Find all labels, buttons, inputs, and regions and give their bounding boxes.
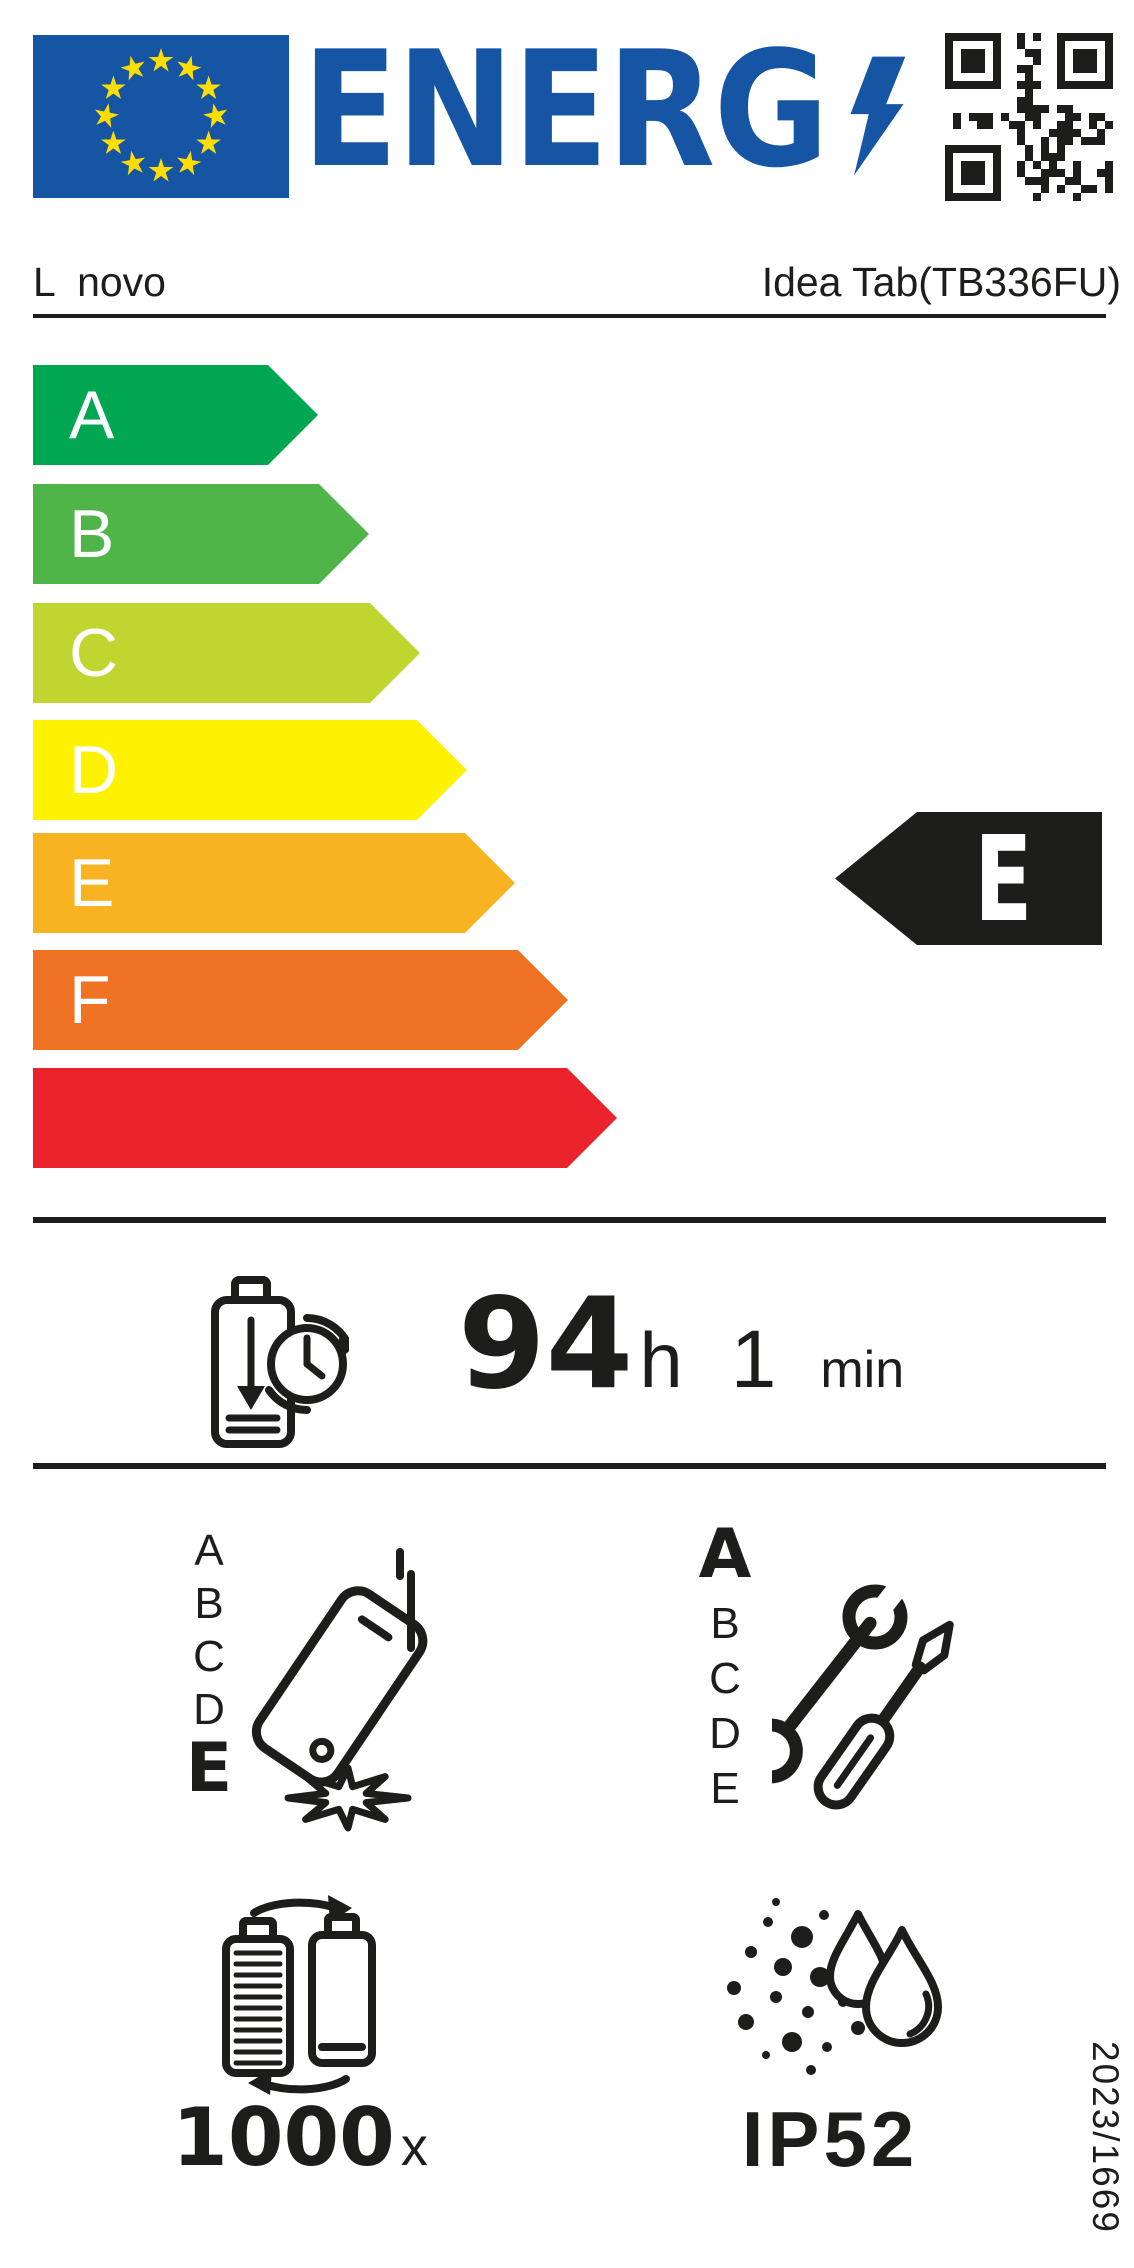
endurance-hours: 94 — [458, 1270, 634, 1417]
energy-logo-text: ENERG — [302, 16, 829, 203]
energy-bar-label: F — [69, 962, 111, 1038]
endurance-hours-unit: h — [639, 1316, 683, 1404]
energy-bar-label: D — [69, 732, 119, 808]
divider — [33, 314, 1106, 318]
battery-discharge-clock-icon — [211, 1276, 349, 1448]
energy-bar-label: A — [69, 377, 115, 453]
lightning-bolt-icon — [850, 56, 906, 176]
divider — [33, 1217, 1106, 1223]
energy-bar-a: A — [33, 365, 318, 465]
regulation-number: 2023/1669 — [1085, 2041, 1126, 2234]
divider — [33, 1463, 1106, 1469]
drop-resistance-scale: A B C D E — [176, 1524, 242, 1808]
model-identifier: Idea Tab(TB336FU) — [761, 259, 1121, 305]
energy-bar-f: F — [33, 950, 568, 1050]
drop-scale-c: C — [193, 1632, 225, 1681]
energy-bar-d: D — [33, 720, 467, 820]
energy-bar-label: B — [69, 496, 115, 572]
battery-cycles-count: 1000 — [172, 2091, 395, 2184]
repair-scale-b: B — [710, 1599, 740, 1648]
drop-resistance-grade: E — [185, 1729, 233, 1808]
repair-scale-e: E — [710, 1764, 740, 1813]
phone-drop-icon — [251, 1548, 428, 1832]
repairability-grade: A — [698, 1515, 752, 1594]
battery-endurance-value: 94 h 1 min — [458, 1270, 905, 1417]
supplier-brand: L novo — [33, 259, 166, 305]
qr-code-icon — [945, 33, 1113, 201]
endurance-minutes: 1 — [730, 1314, 777, 1405]
battery-cycles-suffix: x — [400, 2117, 428, 2177]
energy-bar-c: C — [33, 603, 420, 703]
battery-cycles-value: 1000 x — [140, 2098, 460, 2178]
repair-tools-icon — [772, 1577, 954, 1810]
repairability-scale: A B C D E — [688, 1514, 762, 1816]
energy-bar-label: C — [69, 615, 119, 691]
eu-flag-icon — [33, 35, 289, 198]
rated-class-arrow: E — [835, 812, 1102, 945]
drop-scale-d: D — [193, 1685, 225, 1734]
energy-bar-label: E — [69, 845, 115, 921]
repair-scale-c: C — [709, 1654, 741, 1703]
dust-water-icon — [727, 1898, 942, 2075]
drop-scale-a: A — [194, 1526, 224, 1575]
energy-bar-e: E — [33, 833, 515, 933]
repair-scale-d: D — [709, 1709, 741, 1758]
energy-bar-b: B — [33, 484, 369, 584]
rated-class-letter: E — [974, 809, 1033, 948]
endurance-minutes-unit: min — [820, 1341, 905, 1399]
battery-cycles-icon — [222, 1895, 376, 2095]
ip-rating: IP52 — [741, 2095, 919, 2183]
energy-bar-g — [33, 1068, 617, 1168]
drop-scale-b: B — [194, 1579, 224, 1628]
